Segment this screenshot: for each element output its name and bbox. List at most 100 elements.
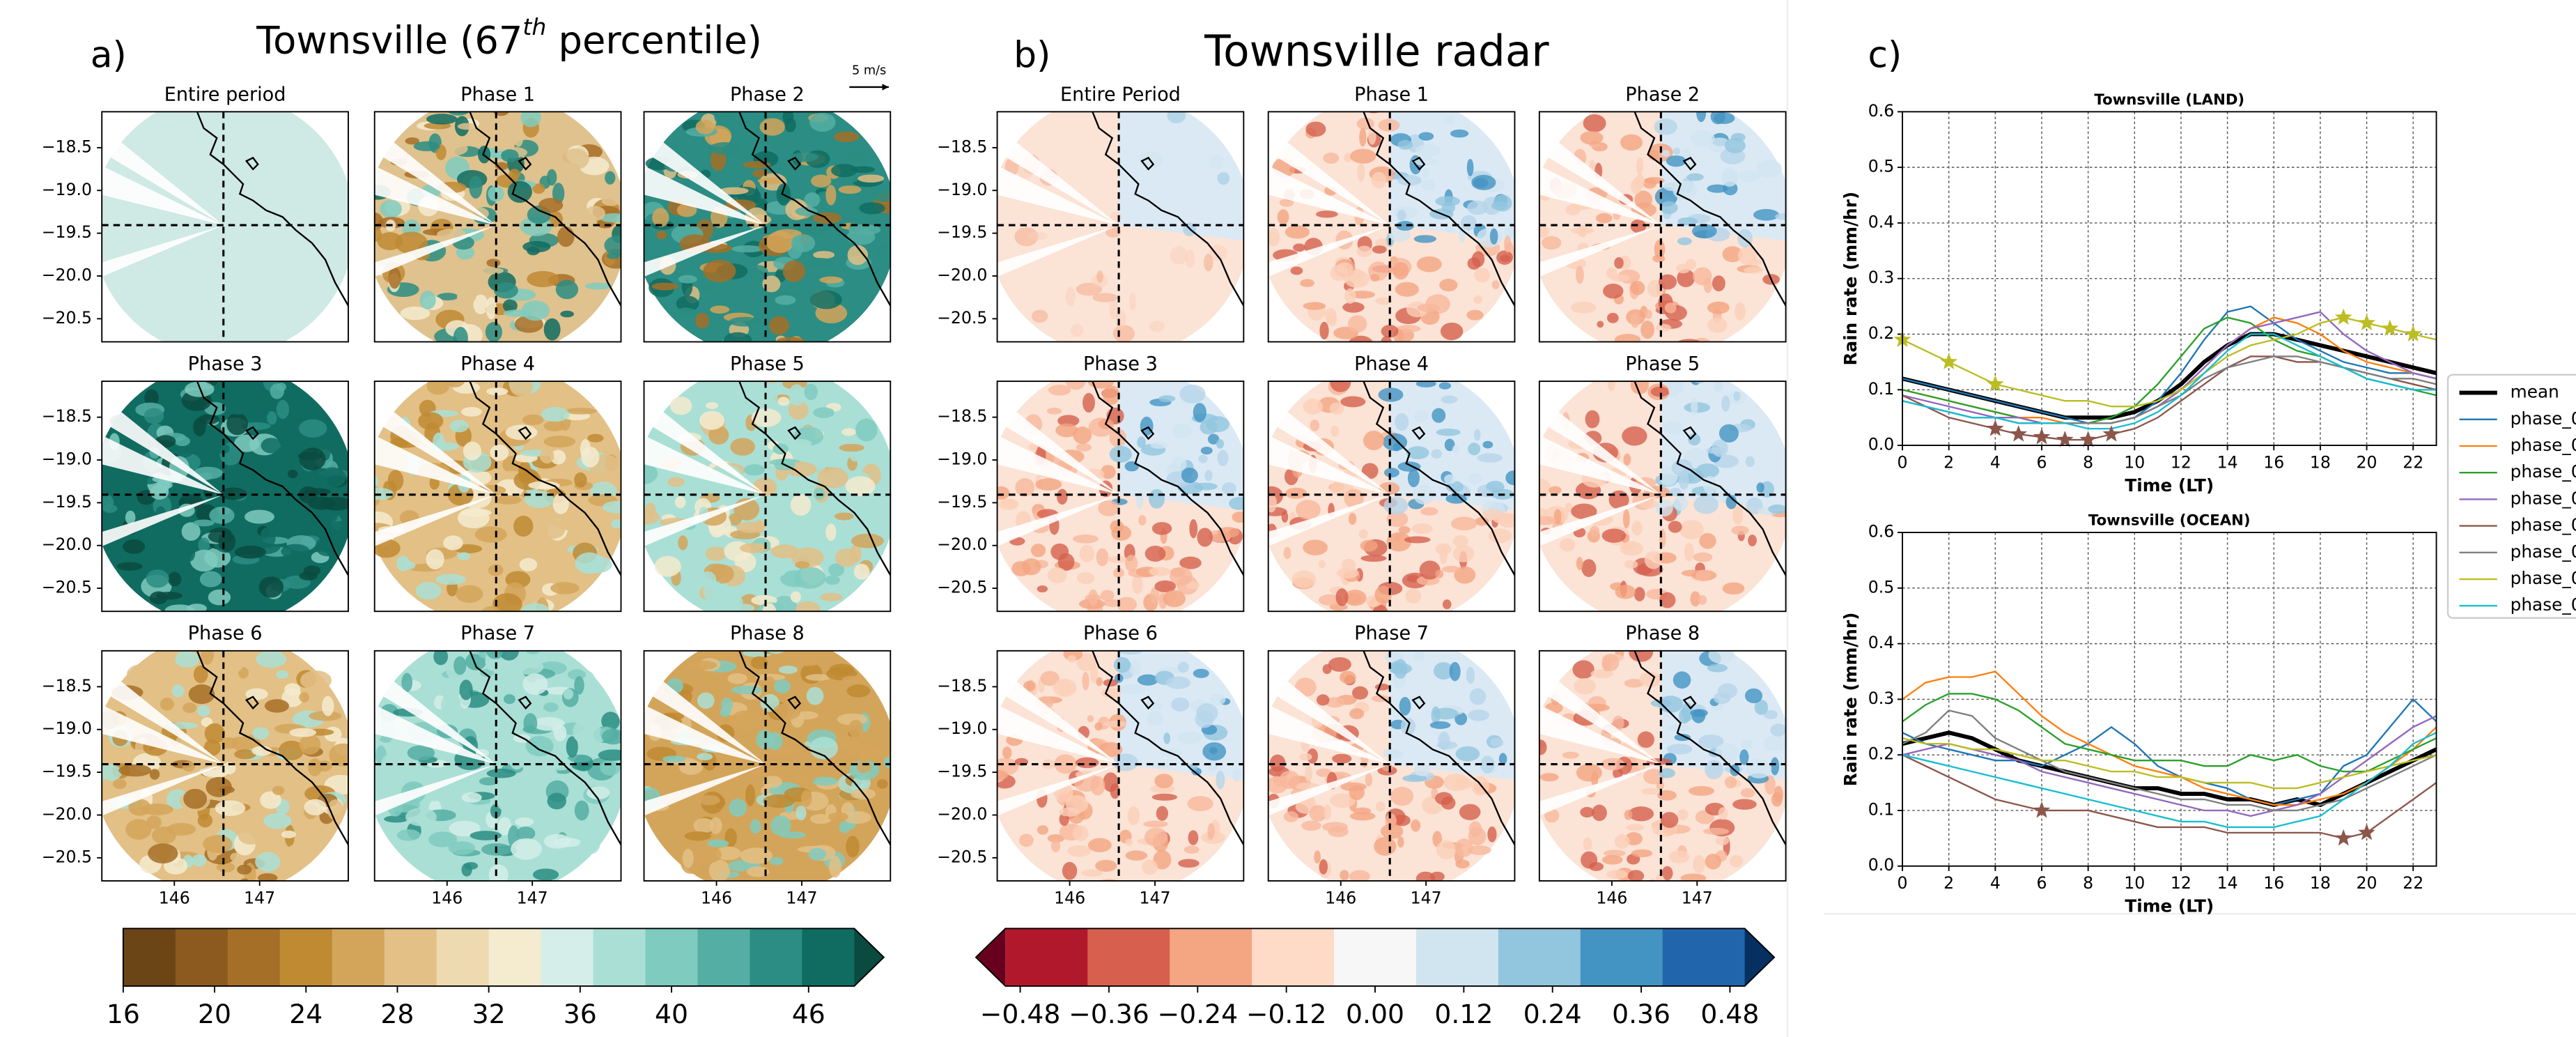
field-patch bbox=[1473, 295, 1482, 304]
field-patch bbox=[495, 162, 509, 171]
field-patch bbox=[1047, 567, 1067, 583]
legend-box bbox=[2446, 374, 2576, 619]
field-patch bbox=[1722, 246, 1743, 263]
y-tick-label: −20.5 bbox=[42, 847, 92, 866]
field-patch bbox=[208, 589, 231, 606]
series-line bbox=[1902, 693, 2437, 773]
field-patch bbox=[1572, 660, 1595, 679]
field-patch bbox=[1471, 251, 1485, 268]
coastline bbox=[1363, 650, 1515, 845]
field-patch bbox=[1092, 293, 1118, 302]
field-patch bbox=[1405, 588, 1422, 604]
field-patch bbox=[708, 859, 731, 881]
field-patch bbox=[1601, 854, 1623, 865]
field-patch bbox=[1712, 439, 1728, 457]
field-patch bbox=[1661, 866, 1673, 881]
field-patch bbox=[697, 753, 713, 761]
colorbar-extend bbox=[1744, 928, 1775, 986]
field-patch bbox=[1450, 129, 1469, 138]
field-patch bbox=[1626, 824, 1644, 831]
y-tick-label: 0.6 bbox=[1868, 101, 1895, 121]
colorbar-tick-label: 46 bbox=[792, 999, 825, 1029]
field-patch bbox=[1177, 661, 1189, 673]
y-tick-label: 0.2 bbox=[1868, 744, 1895, 764]
field-patch bbox=[1595, 213, 1613, 224]
map-frame bbox=[1267, 381, 1516, 613]
field-patch bbox=[1404, 536, 1431, 544]
field-patch bbox=[695, 312, 710, 329]
field-patch bbox=[1677, 269, 1695, 288]
field-patch bbox=[581, 447, 600, 468]
field-patch bbox=[125, 510, 136, 525]
field-patch bbox=[610, 518, 621, 529]
field-patch bbox=[449, 820, 481, 837]
field-patch bbox=[1079, 544, 1095, 563]
colorbar-segment bbox=[593, 928, 646, 986]
field-patch bbox=[116, 562, 143, 571]
radar-field-positive bbox=[1119, 381, 1244, 511]
field-patch bbox=[1565, 204, 1581, 215]
field-patch bbox=[1110, 783, 1120, 799]
island bbox=[1140, 696, 1155, 710]
field-patch bbox=[1659, 768, 1675, 778]
subplot-title: Phase 5 bbox=[730, 353, 805, 375]
field-patch bbox=[1151, 762, 1172, 769]
field-patch bbox=[297, 452, 323, 460]
field-patch bbox=[575, 552, 604, 574]
field-patch bbox=[1708, 137, 1731, 153]
field-patch bbox=[1189, 518, 1198, 539]
map-frame bbox=[1267, 650, 1516, 882]
map-frame bbox=[373, 381, 622, 613]
field-patch bbox=[1475, 516, 1489, 526]
field-patch bbox=[1639, 672, 1661, 687]
field-patch bbox=[1319, 859, 1328, 875]
field-patch bbox=[202, 769, 228, 778]
field-patch bbox=[1374, 585, 1392, 604]
radar-gap bbox=[102, 401, 224, 495]
significance-star bbox=[2334, 829, 2352, 846]
field-patch bbox=[729, 316, 761, 327]
field-patch bbox=[1154, 580, 1177, 592]
field-patch bbox=[1055, 423, 1078, 438]
field-patch bbox=[714, 112, 733, 125]
map-frame bbox=[373, 111, 622, 343]
axes-frame bbox=[1902, 111, 2437, 447]
field-patch bbox=[777, 337, 805, 342]
field-patch bbox=[1361, 463, 1379, 479]
field-patch bbox=[1305, 765, 1312, 783]
field-patch bbox=[1417, 303, 1440, 312]
x-tick-label: 14 bbox=[2217, 453, 2238, 473]
field-patch bbox=[1158, 395, 1176, 403]
field-patch bbox=[600, 760, 621, 776]
field-patch bbox=[513, 126, 524, 147]
field-patch bbox=[788, 401, 809, 420]
field-patch bbox=[1614, 256, 1624, 269]
field-patch bbox=[1668, 381, 1679, 397]
field-patch bbox=[1441, 565, 1461, 573]
field-patch bbox=[1655, 323, 1672, 332]
field-patch bbox=[1435, 543, 1452, 555]
colorbar-tick-label: 32 bbox=[472, 999, 506, 1029]
x-tick-label: 146 bbox=[1596, 888, 1627, 907]
field-patch bbox=[838, 185, 862, 194]
y-tick-label: −19.0 bbox=[42, 719, 92, 738]
radar-gap bbox=[102, 705, 224, 765]
significance-star bbox=[2102, 425, 2120, 442]
y-tick-label: −18.5 bbox=[42, 137, 92, 156]
field-patch bbox=[1702, 827, 1730, 835]
field-patch bbox=[1453, 777, 1473, 790]
field-patch bbox=[1659, 274, 1677, 290]
field-patch bbox=[486, 768, 516, 778]
radar-gap bbox=[644, 435, 766, 495]
field-patch bbox=[264, 699, 289, 713]
field-patch bbox=[1390, 786, 1414, 806]
field-patch bbox=[388, 267, 401, 289]
field-patch bbox=[547, 792, 567, 810]
field-patch bbox=[1539, 507, 1547, 517]
field-patch bbox=[1065, 286, 1076, 307]
field-patch bbox=[1443, 474, 1457, 484]
field-patch bbox=[1466, 309, 1484, 321]
field-patch bbox=[401, 673, 413, 692]
field-patch bbox=[522, 414, 544, 425]
field-patch bbox=[745, 784, 756, 806]
